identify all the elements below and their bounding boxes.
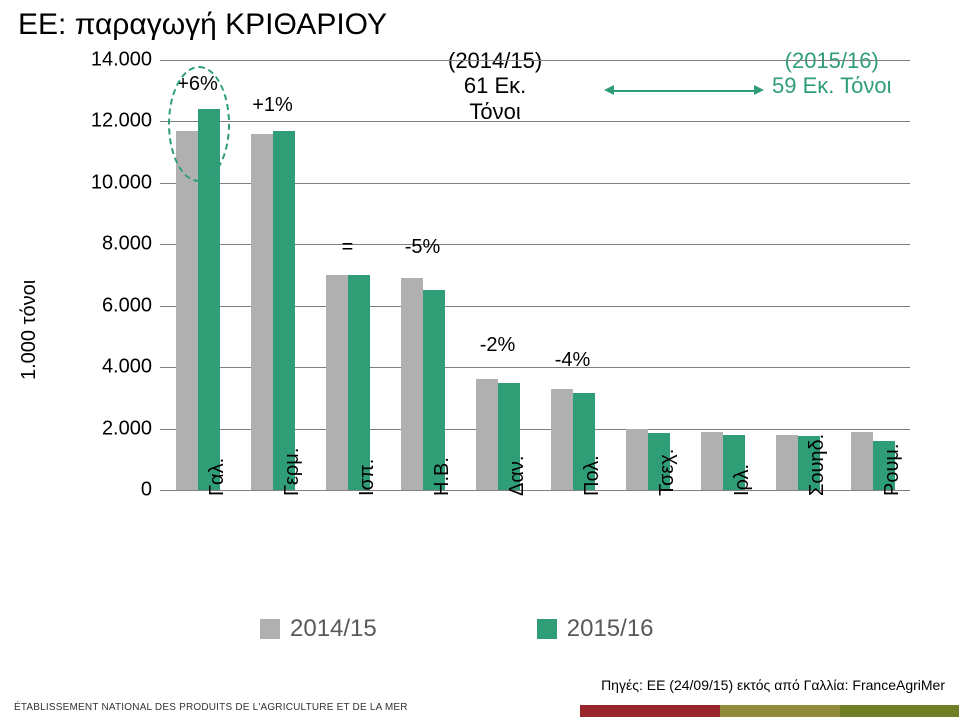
chart: +6%+1%=-5%-2%-4% 02.0004.0006.0008.00010…: [110, 60, 910, 530]
y-tick-label: 12.000: [72, 110, 152, 133]
y-tick-label: 6.000: [72, 294, 152, 317]
x-tick-label: Γαλ.: [206, 458, 229, 496]
stripe-green: [840, 705, 959, 717]
y-axis-label: 1.000 τόνοι: [18, 280, 41, 380]
x-tick-label: Πολ.: [581, 455, 604, 496]
x-tick-label: Σουηδ.: [806, 434, 829, 496]
x-tick-label: Ρουμ.: [881, 444, 904, 496]
y-tick-label: 14.000: [72, 49, 152, 72]
x-tick-label: Δαν.: [506, 456, 529, 496]
bar-annotation: -4%: [545, 349, 601, 372]
bar-2015: [273, 131, 295, 490]
bar-annotation: -2%: [470, 334, 526, 357]
legend-item-2015: 2015/16: [537, 615, 654, 643]
bar-2014: [851, 432, 873, 490]
legend: 2014/15 2015/16: [260, 615, 654, 643]
footer-source: Πηγές: ΕΕ (24/09/15) εκτός από Γαλλία: F…: [601, 677, 945, 693]
x-tick-label: Ιρλ.: [731, 464, 754, 496]
x-tick-label: Γερμ.: [281, 448, 304, 496]
legend-swatch-2015: [537, 619, 557, 639]
stripe-red: [580, 705, 720, 717]
bar-annotation: +1%: [245, 94, 301, 117]
bar-2014: [626, 429, 648, 490]
gridline: [160, 60, 910, 61]
plot-area: +6%+1%=-5%-2%-4%: [160, 60, 910, 490]
bar-2014: [476, 379, 498, 490]
y-tick-label: 0: [72, 479, 152, 502]
bar-2014: [701, 432, 723, 490]
legend-label-2014: 2014/15: [290, 615, 377, 643]
legend-label-2015: 2015/16: [567, 615, 654, 643]
legend-item-2014: 2014/15: [260, 615, 377, 643]
x-tick-label: Ισπ.: [356, 459, 379, 496]
y-tick-label: 4.000: [72, 356, 152, 379]
bar-2014: [326, 275, 348, 490]
x-tick-label: Η.Β.: [431, 457, 454, 496]
y-tick-label: 8.000: [72, 233, 152, 256]
footer-bar: [0, 695, 959, 717]
highlight-ellipse: [168, 66, 230, 182]
page-title: ΕΕ: παραγωγή ΚΡΙΘΑΡΙΟΥ: [18, 8, 387, 42]
legend-swatch-2014: [260, 619, 280, 639]
y-tick-label: 10.000: [72, 171, 152, 194]
gridline: [160, 490, 910, 491]
bar-2014: [251, 134, 273, 490]
x-tick-label: Τσεχ.: [656, 449, 679, 496]
bar-annotation: =: [320, 236, 376, 259]
y-tick-label: 2.000: [72, 417, 152, 440]
bar-2014: [551, 389, 573, 490]
bar-2014: [176, 131, 198, 490]
stripe-olive: [720, 705, 840, 717]
slide: ΕΕ: παραγωγή ΚΡΙΘΑΡΙΟΥ 1.000 τόνοι (2014…: [0, 0, 959, 717]
bar-2014: [401, 278, 423, 490]
gridline: [160, 121, 910, 122]
bar-annotation: -5%: [395, 236, 451, 259]
bar-2014: [776, 435, 798, 490]
